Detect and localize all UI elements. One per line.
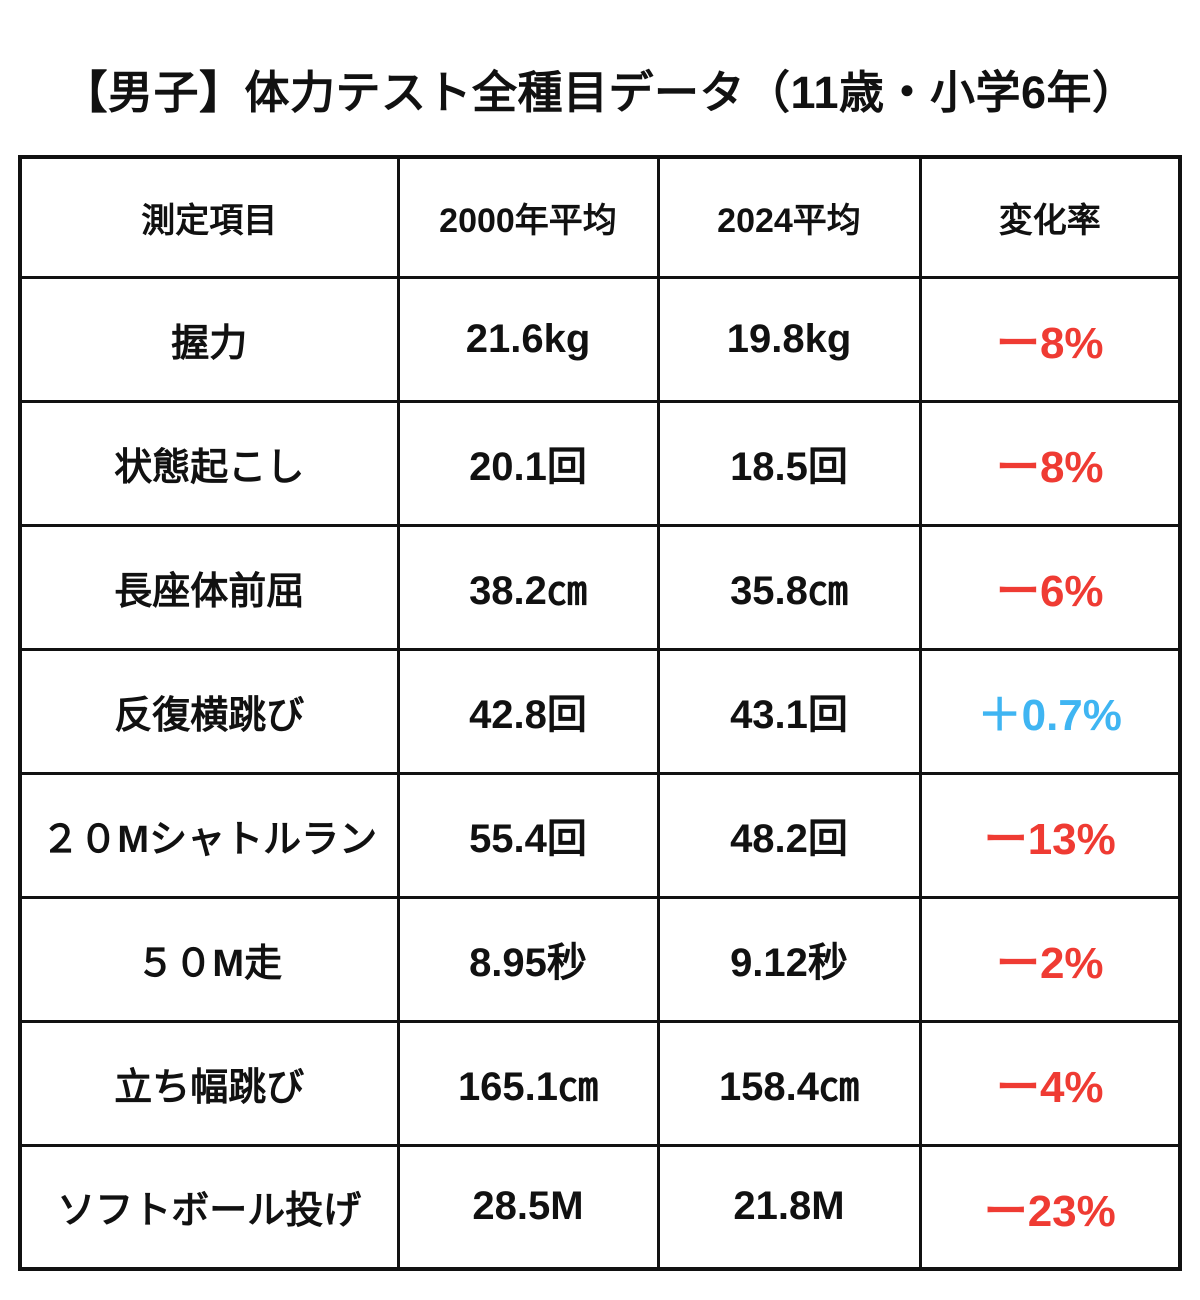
- item-name-cell: ソフトボール投げ: [18, 1143, 400, 1271]
- page-title: 【男子】体力テスト全種目データ（11歳・小学6年）: [62, 67, 1138, 118]
- column-header-item: 測定項目: [18, 155, 400, 279]
- change-rate-cell: ー4%: [918, 1019, 1182, 1147]
- item-name-cell: 握力: [18, 275, 400, 403]
- change-rate-cell: ー2%: [918, 895, 1182, 1023]
- change-rate-cell: ー8%: [918, 275, 1182, 403]
- value-2000-cell: 20.1回: [396, 399, 660, 527]
- column-header-2000: 2000年平均: [396, 155, 660, 279]
- value-2024-cell: 35.8㎝: [656, 523, 922, 651]
- table-header-row: 測定項目 2000年平均 2024平均 変化率: [18, 155, 1182, 279]
- table-row: 握力 21.6kg 19.8kg ー8%: [18, 275, 1182, 403]
- change-rate-cell: ー13%: [918, 771, 1182, 899]
- table-row: ２０Mシャトルラン 55.4回 48.2回 ー13%: [18, 771, 1182, 899]
- table-row: ソフトボール投げ 28.5M 21.8M ー23%: [18, 1143, 1182, 1271]
- value-2000-cell: 55.4回: [396, 771, 660, 899]
- fitness-data-table: 測定項目 2000年平均 2024平均 変化率 握力 21.6kg 19.8kg…: [18, 155, 1182, 1271]
- change-rate-cell: ＋0.7%: [918, 647, 1182, 775]
- value-2000-cell: 8.95秒: [396, 895, 660, 1023]
- table-row: 長座体前屈 38.2㎝ 35.8㎝ ー6%: [18, 523, 1182, 651]
- value-2000-cell: 21.6kg: [396, 275, 660, 403]
- table-row: 状態起こし 20.1回 18.5回 ー8%: [18, 399, 1182, 527]
- table-row: 立ち幅跳び 165.1㎝ 158.4㎝ ー4%: [18, 1019, 1182, 1147]
- item-name-cell: 長座体前屈: [18, 523, 400, 651]
- value-2024-cell: 48.2回: [656, 771, 922, 899]
- item-name-cell: ２０Mシャトルラン: [18, 771, 400, 899]
- value-2000-cell: 28.5M: [396, 1143, 660, 1271]
- item-name-cell: 状態起こし: [18, 399, 400, 527]
- value-2000-cell: 165.1㎝: [396, 1019, 660, 1147]
- value-2000-cell: 42.8回: [396, 647, 660, 775]
- table-row: 反復横跳び 42.8回 43.1回 ＋0.7%: [18, 647, 1182, 775]
- value-2024-cell: 158.4㎝: [656, 1019, 922, 1147]
- change-rate-cell: ー8%: [918, 399, 1182, 527]
- value-2024-cell: 43.1回: [656, 647, 922, 775]
- item-name-cell: 立ち幅跳び: [18, 1019, 400, 1147]
- table-row: ５０M走 8.95秒 9.12秒 ー2%: [18, 895, 1182, 1023]
- value-2024-cell: 9.12秒: [656, 895, 922, 1023]
- change-rate-cell: ー6%: [918, 523, 1182, 651]
- value-2024-cell: 21.8M: [656, 1143, 922, 1271]
- value-2024-cell: 18.5回: [656, 399, 922, 527]
- item-name-cell: 反復横跳び: [18, 647, 400, 775]
- item-name-cell: ５０M走: [18, 895, 400, 1023]
- change-rate-cell: ー23%: [918, 1143, 1182, 1271]
- value-2000-cell: 38.2㎝: [396, 523, 660, 651]
- column-header-2024: 2024平均: [656, 155, 922, 279]
- value-2024-cell: 19.8kg: [656, 275, 922, 403]
- column-header-change: 変化率: [918, 155, 1182, 279]
